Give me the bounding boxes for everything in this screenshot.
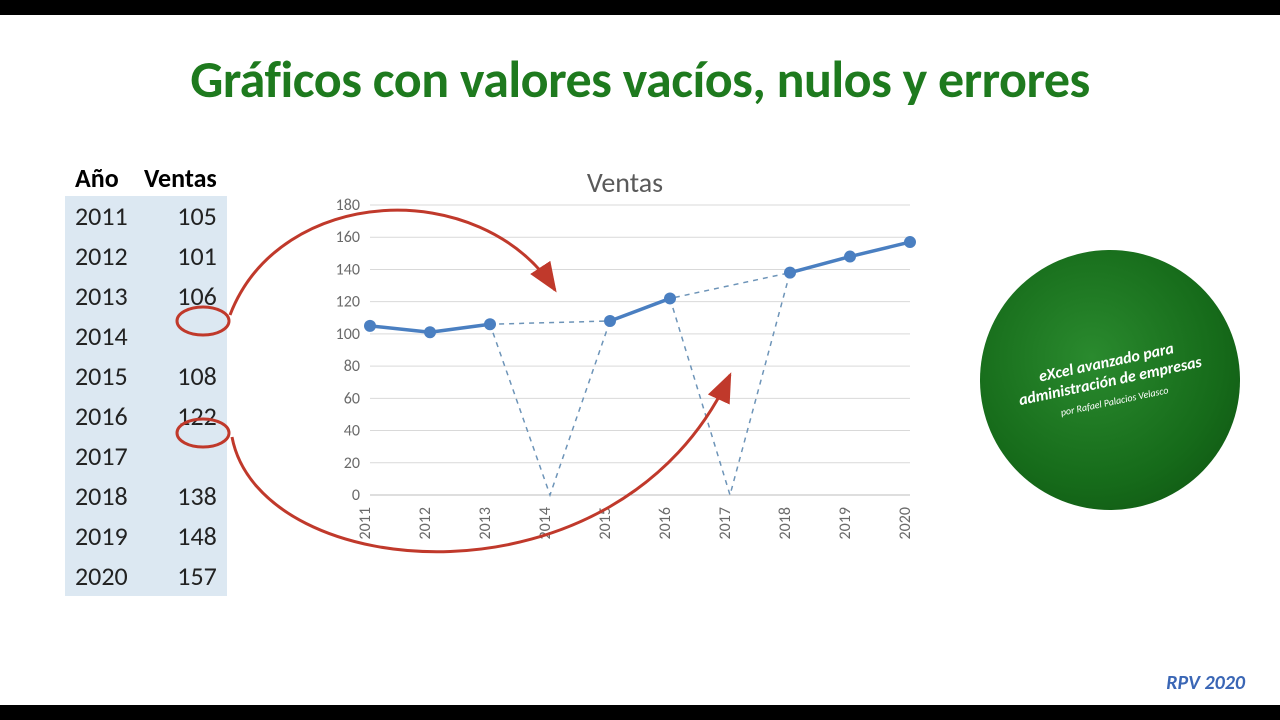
cell-value: 148 <box>140 516 227 556</box>
table-row: 2014 <box>65 316 227 356</box>
table-row: 2016122 <box>65 396 227 436</box>
slide: Gráficos con valores vacíos, nulos y err… <box>0 15 1280 705</box>
data-marker <box>844 251 856 263</box>
cell-value: 106 <box>140 276 227 316</box>
slide-title: Gráficos con valores vacíos, nulos y err… <box>0 47 1280 111</box>
cell-year: 2018 <box>65 476 140 516</box>
series-segment <box>850 242 910 256</box>
table-row: 2013106 <box>65 276 227 316</box>
xtick-label: 2014 <box>536 507 555 539</box>
series-segment <box>790 257 850 273</box>
cell-year: 2015 <box>65 356 140 396</box>
ytick-label: 120 <box>336 293 360 312</box>
data-marker <box>664 292 676 304</box>
ytick-label: 160 <box>336 228 360 247</box>
cell-value: 122 <box>140 396 227 436</box>
ytick-label: 40 <box>344 422 360 441</box>
cell-year: 2014 <box>65 316 140 356</box>
table-row: 2020157 <box>65 556 227 596</box>
xtick-label: 2011 <box>356 507 375 539</box>
dashed-line <box>370 242 910 495</box>
chart-title: Ventas <box>587 165 663 200</box>
cell-year: 2011 <box>65 196 140 236</box>
cell-value: 101 <box>140 236 227 276</box>
cell-value: 105 <box>140 196 227 236</box>
xtick-label: 2018 <box>776 507 795 539</box>
ytick-label: 80 <box>344 357 360 376</box>
ytick-label: 140 <box>336 260 360 279</box>
table-row: 2011105 <box>65 196 227 236</box>
xtick-label: 2016 <box>656 507 675 539</box>
ytick-label: 180 <box>336 196 360 215</box>
xtick-label: 2012 <box>416 507 435 539</box>
table-row: 2015108 <box>65 356 227 396</box>
data-marker <box>784 267 796 279</box>
data-marker <box>484 318 496 330</box>
cell-year: 2012 <box>65 236 140 276</box>
ytick-label: 0 <box>352 486 360 505</box>
cell-year: 2017 <box>65 436 140 476</box>
xtick-label: 2013 <box>476 507 495 539</box>
cell-value: 138 <box>140 476 227 516</box>
data-marker <box>424 326 436 338</box>
table-row: 2019148 <box>65 516 227 556</box>
course-badge: eXcel avanzado para administración de em… <box>956 226 1264 534</box>
cell-year: 2013 <box>65 276 140 316</box>
chart-svg: 0 20 40 60 80 100 120 140 160 180 2011 2012 2013 2014… <box>300 165 950 565</box>
data-marker <box>604 315 616 327</box>
data-table: Año Ventas 20111052012101201310620142015… <box>65 160 227 596</box>
data-marker <box>904 236 916 248</box>
cell-value <box>140 316 227 356</box>
cell-value: 157 <box>140 556 227 596</box>
xtick-label: 2015 <box>596 507 615 539</box>
signature: RPV 2020 <box>1166 671 1245 695</box>
col-header-year: Año <box>65 160 140 196</box>
xtick-label: 2017 <box>716 507 735 539</box>
series-segment <box>370 326 430 332</box>
table-row: 2012101 <box>65 236 227 276</box>
cell-value <box>140 436 227 476</box>
series-segment <box>430 324 490 332</box>
ytick-label: 20 <box>344 454 360 473</box>
cell-year: 2016 <box>65 396 140 436</box>
ytick-label: 60 <box>344 389 360 408</box>
cell-year: 2020 <box>65 556 140 596</box>
cell-value: 108 <box>140 356 227 396</box>
xtick-label: 2020 <box>896 507 915 539</box>
cell-year: 2019 <box>65 516 140 556</box>
ytick-label: 100 <box>336 325 360 344</box>
data-marker <box>364 320 376 332</box>
xtick-label: 2019 <box>836 507 855 539</box>
sales-chart: Ventas 0 20 40 60 80 100 120 140 160 180 2011 2012 2… <box>300 165 950 565</box>
col-header-sales: Ventas <box>140 160 227 196</box>
table-row: 2018138 <box>65 476 227 516</box>
table-row: 2017 <box>65 436 227 476</box>
interp-line <box>370 242 910 332</box>
